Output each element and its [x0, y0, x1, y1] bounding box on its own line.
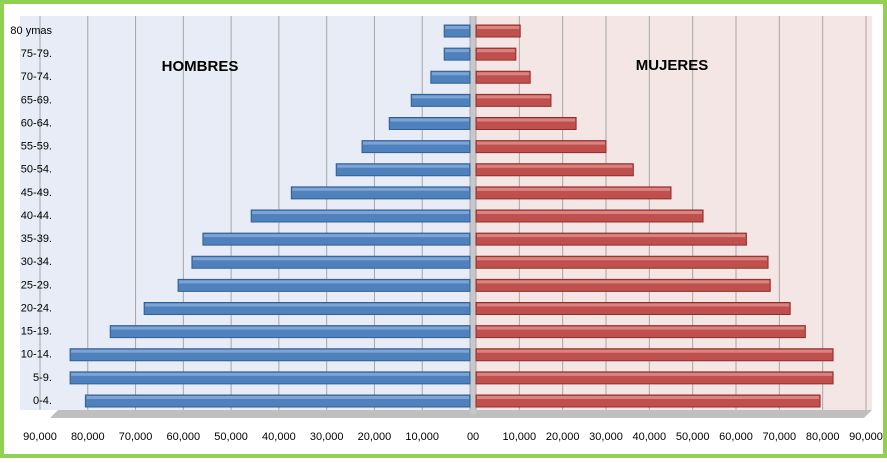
bar-highlight	[412, 95, 469, 99]
x-tick-label: 90,000	[849, 431, 883, 443]
x-tick-label: 0	[473, 431, 479, 443]
bar-highlight	[477, 234, 746, 238]
x-tick-label: 10,000	[503, 431, 537, 443]
category-label: 30-34.	[21, 256, 52, 268]
x-tick-label: 90,000	[23, 431, 57, 443]
category-label: 75-79.	[21, 48, 52, 60]
x-tick-label: 70,000	[119, 431, 153, 443]
category-label: 40-44.	[21, 210, 52, 222]
bar-highlight	[477, 72, 530, 76]
category-label: 25-29.	[21, 279, 52, 291]
bar-highlight	[477, 303, 790, 307]
x-tick-label: 70,000	[763, 431, 797, 443]
bar-highlight	[431, 72, 469, 76]
bar-highlight	[445, 26, 469, 29]
bar-highlight	[477, 349, 833, 353]
bar-highlight	[145, 303, 469, 307]
x-tick-label: 60,000	[719, 431, 753, 443]
bar-highlight	[252, 211, 469, 214]
x-tick-label: 80,000	[806, 431, 840, 443]
category-label: 55-59.	[21, 141, 52, 153]
bar-highlight	[111, 326, 469, 330]
bar-highlight	[477, 187, 670, 191]
x-tick-label: 40,000	[262, 431, 296, 443]
bar-highlight	[477, 26, 520, 29]
category-label: 65-69.	[21, 94, 52, 106]
x-tick-label: 40,000	[633, 431, 667, 443]
category-label: 15-19.	[21, 326, 52, 338]
x-tick-label: 50,000	[214, 431, 248, 443]
bar-highlight	[477, 141, 605, 145]
bar-highlight	[477, 396, 820, 399]
x-tick-label: 30,000	[310, 431, 344, 443]
bar-highlight	[71, 372, 469, 376]
x-tick-label: 10,000	[405, 431, 439, 443]
category-label: 35-39.	[21, 233, 52, 245]
x-tick-label: 20,000	[546, 431, 580, 443]
bar-highlight	[477, 118, 576, 122]
category-label: 10-14.	[21, 349, 52, 361]
bar-highlight	[192, 257, 469, 261]
bar-highlight	[203, 234, 469, 238]
bar-highlight	[477, 49, 515, 53]
x-tick-label: 60,000	[167, 431, 201, 443]
bar-highlight	[337, 164, 469, 168]
bar-highlight	[477, 95, 550, 99]
x-tick-label: 80,000	[71, 431, 105, 443]
category-label: 70-74.	[21, 71, 52, 83]
bar-highlight	[477, 372, 833, 376]
category-label: 80 ymas	[10, 25, 52, 37]
category-label: 20-24.	[21, 302, 52, 314]
bar-highlight	[445, 49, 469, 53]
x-tick-label: 30,000	[589, 431, 623, 443]
bar-highlight	[71, 349, 469, 353]
bar-highlight	[390, 118, 469, 122]
bar-highlight	[477, 164, 633, 168]
category-label: 45-49.	[21, 187, 52, 199]
right-title: MUJERES	[636, 57, 709, 74]
floor	[50, 410, 872, 418]
bar-highlight	[477, 211, 703, 214]
left-title: HOMBRES	[162, 58, 239, 75]
bar-highlight	[179, 280, 470, 284]
divider	[470, 16, 476, 414]
bar-highlight	[292, 187, 469, 191]
bar-highlight	[477, 257, 768, 261]
x-tick-label: 50,000	[676, 431, 710, 443]
x-tick-label: 20,000	[358, 431, 392, 443]
x-tick-label: 0	[467, 431, 473, 443]
bar-highlight	[477, 326, 805, 330]
category-label: 0-4.	[33, 395, 52, 407]
bar-highlight	[363, 141, 469, 145]
bar-highlight	[477, 280, 770, 284]
category-label: 60-64.	[21, 117, 52, 129]
category-label: 50-54.	[21, 164, 52, 176]
category-label: 5-9.	[33, 372, 52, 384]
bar-highlight	[86, 396, 469, 399]
